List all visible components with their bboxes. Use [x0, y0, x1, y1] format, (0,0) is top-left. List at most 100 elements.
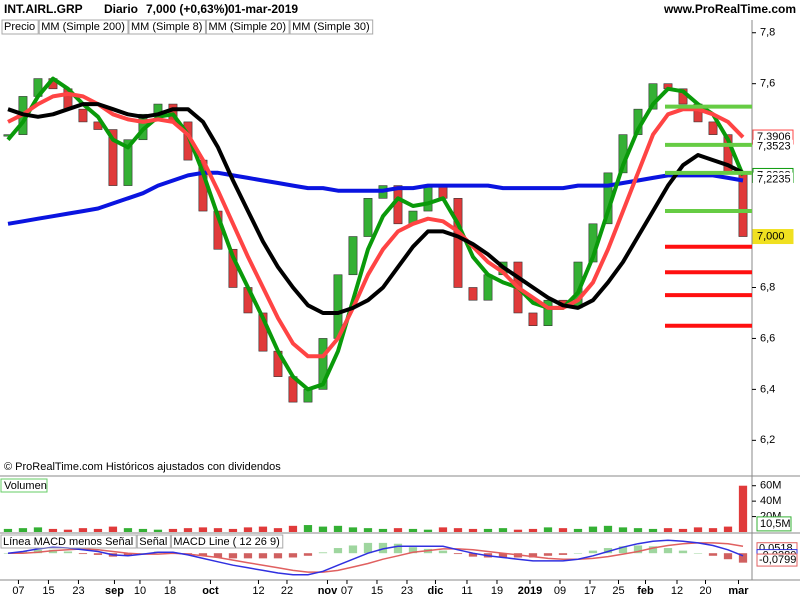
- last-price: 7,000 (+0,63%): [146, 2, 228, 16]
- volume-bar: [543, 527, 553, 532]
- volume-bar: [198, 527, 208, 532]
- y-tick-label: 6,2: [760, 434, 775, 446]
- candle: [708, 121, 718, 135]
- volume-bar: [648, 528, 658, 532]
- volume-bar: [378, 528, 388, 532]
- x-tick-label: 22: [281, 585, 293, 597]
- macd-signal: [8, 542, 744, 573]
- volume-bar: [408, 528, 418, 532]
- macd-histogram-bar: [723, 553, 733, 560]
- volume-bar: [138, 528, 148, 532]
- macd-histogram-bar: [573, 553, 583, 554]
- y-tick-label: 60M: [760, 480, 781, 492]
- x-tick-label: 12: [671, 585, 683, 597]
- macd-histogram-bar: [738, 553, 748, 563]
- macd-legend: Línea MACD menos Señal: [3, 536, 133, 548]
- macd-histogram-bar: [348, 545, 358, 554]
- legend-box: [1, 19, 39, 35]
- volume-bar: [123, 528, 133, 532]
- volume-last-box: [756, 516, 792, 532]
- volume-bar: [213, 528, 223, 532]
- candle: [363, 198, 373, 237]
- legend-entry: Precio: [4, 21, 35, 33]
- volume-bar: [363, 528, 373, 532]
- macd-histogram-bar: [78, 553, 88, 555]
- macd-histogram-bar: [693, 553, 703, 554]
- candle: [483, 274, 493, 301]
- x-tick-label: 2019: [518, 585, 542, 597]
- instrument: INT.AIRL.GRP: [4, 2, 83, 16]
- volume-bar: [273, 528, 283, 532]
- volume-bar: [303, 525, 313, 532]
- macd-histogram-bar: [198, 553, 208, 556]
- macd-value-label: -0,0799: [759, 554, 796, 566]
- price-marker-label: 7,000: [757, 230, 785, 242]
- volume-bar: [693, 527, 703, 532]
- period: Diario: [104, 2, 138, 16]
- legend-entry: MM (Simple 20): [208, 21, 286, 33]
- volume-label: Volumen: [4, 480, 47, 492]
- volume-bar: [393, 528, 403, 532]
- x-tick-label: 11: [461, 585, 472, 597]
- y-tick-label: 6,6: [760, 332, 775, 344]
- macd-histogram-bar: [408, 547, 418, 554]
- candle: [528, 312, 538, 326]
- x-tick-label: sep: [105, 585, 124, 597]
- macd-line: [7, 539, 744, 576]
- legend-box: [38, 19, 129, 35]
- volume-bar: [468, 528, 478, 532]
- volume-bar: [588, 526, 598, 532]
- price-marker-box: [752, 229, 794, 245]
- footnote: © ProRealTime.com Históricos ajustados c…: [4, 461, 281, 473]
- y-tick-label: 6,4: [760, 383, 775, 395]
- x-tick-label: 10: [134, 585, 146, 597]
- candle: [348, 236, 358, 276]
- volume-bar: [288, 525, 298, 532]
- macd-histogram-bar: [258, 553, 268, 559]
- macd-histogram-bar: [438, 550, 448, 554]
- macd-histogram-bar: [543, 553, 553, 556]
- volume-bar: [453, 528, 463, 532]
- macd-histogram-bar: [63, 551, 73, 554]
- volume-bar: [438, 527, 448, 532]
- legend-entry: MM (Simple 30): [292, 21, 370, 33]
- volume-bar: [3, 528, 13, 532]
- macd-histogram-bar: [273, 553, 283, 559]
- macd-histogram-bar: [378, 542, 388, 554]
- x-tick-label: 07: [12, 585, 24, 597]
- volume-bar: [558, 528, 568, 532]
- macd-histogram-bar: [48, 549, 58, 554]
- volume-last-label: 10,5M: [760, 518, 791, 530]
- moving-average: [7, 170, 744, 226]
- macd-histogram-bar: [708, 553, 718, 556]
- volume-bar: [18, 528, 28, 532]
- macd-histogram-bar: [333, 548, 343, 554]
- legend-entry: MM (Simple 8): [131, 21, 203, 33]
- x-tick-label: 20: [699, 585, 711, 597]
- macd-histogram-bar: [303, 553, 313, 556]
- volume-bar: [573, 528, 583, 532]
- macd-histogram-bar: [213, 553, 223, 558]
- panel-label-box: [0, 478, 48, 493]
- x-tick-label: 23: [72, 585, 84, 597]
- volume-bar: [678, 528, 688, 532]
- macd-histogram-bar: [33, 549, 43, 554]
- macd-histogram-bar: [123, 553, 133, 556]
- macd-legend: Señal: [139, 536, 167, 548]
- x-tick-label: 12: [252, 585, 264, 597]
- macd-histogram-bar: [678, 550, 688, 554]
- volume-bar: [258, 526, 268, 532]
- legend-box: [128, 19, 206, 35]
- candle: [453, 198, 463, 288]
- volume-bar: [483, 528, 493, 532]
- macd-histogram-bar: [528, 553, 538, 558]
- x-tick-label: feb: [637, 585, 654, 597]
- x-tick-label: 15: [42, 585, 54, 597]
- volume-bar: [423, 529, 433, 532]
- macd-histogram-bar: [318, 552, 328, 554]
- volume-bar: [168, 528, 178, 532]
- source: www.ProRealTime.com: [663, 2, 796, 16]
- legend-box: [289, 19, 374, 35]
- y-tick-label: 6,8: [760, 281, 775, 293]
